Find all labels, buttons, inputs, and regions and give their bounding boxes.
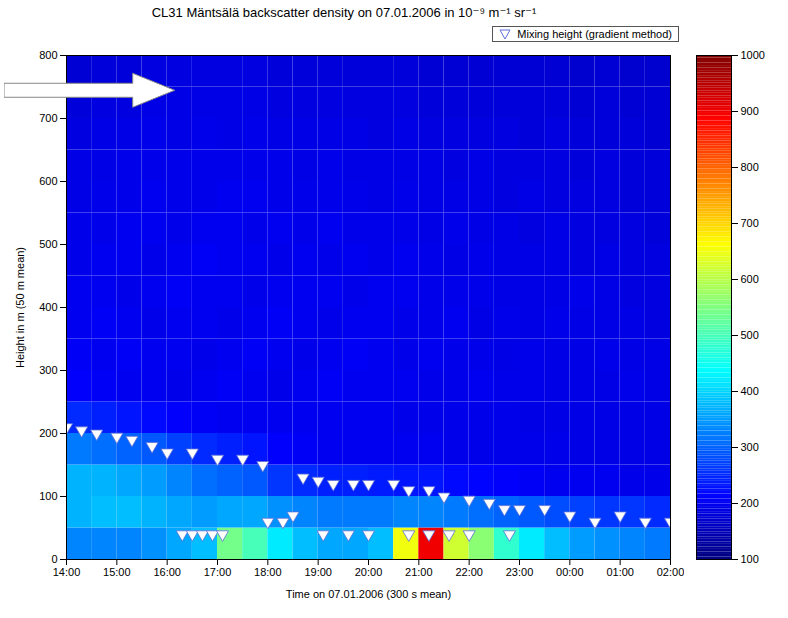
svg-text:300: 300	[741, 441, 759, 453]
svg-text:200: 200	[39, 427, 57, 439]
svg-text:22:00: 22:00	[455, 566, 483, 578]
svg-text:14:00: 14:00	[53, 566, 81, 578]
svg-text:21:00: 21:00	[405, 566, 433, 578]
svg-text:600: 600	[741, 273, 759, 285]
svg-text:600: 600	[39, 175, 57, 187]
svg-text:800: 800	[39, 49, 57, 61]
svg-text:900: 900	[741, 105, 759, 117]
svg-text:Time on 07.01.2006 (300 s mean: Time on 07.01.2006 (300 s mean)	[286, 588, 451, 600]
html-text:CL31 Mäntsälä backscatter dens: CL31 Mäntsälä backscatter density on 07.…	[151, 5, 537, 20]
svg-text:16:00: 16:00	[153, 566, 181, 578]
svg-text:200: 200	[741, 497, 759, 509]
svg-text:500: 500	[39, 238, 57, 250]
svg-text:19:00: 19:00	[304, 566, 332, 578]
svg-text:20:00: 20:00	[355, 566, 383, 578]
svg-text:400: 400	[741, 385, 759, 397]
svg-text:400: 400	[39, 301, 57, 313]
svg-text:01:00: 01:00	[606, 566, 634, 578]
svg-text:17:00: 17:00	[204, 566, 232, 578]
svg-text:100: 100	[741, 553, 759, 565]
svg-text:18:00: 18:00	[254, 566, 282, 578]
svg-text:700: 700	[741, 217, 759, 229]
svg-text:0: 0	[51, 553, 57, 565]
svg-text:15:00: 15:00	[103, 566, 131, 578]
html-text:Mixing height (gradient method: Mixing height (gradient method)	[517, 28, 672, 40]
svg-text:700: 700	[39, 112, 57, 124]
svg-text:23:00: 23:00	[506, 566, 534, 578]
svg-text:500: 500	[741, 329, 759, 341]
svg-text:300: 300	[39, 364, 57, 376]
svg-text:Height in m (50 m mean): Height in m (50 m mean)	[14, 247, 26, 368]
svg-text:100: 100	[39, 490, 57, 502]
svg-text:00:00: 00:00	[556, 566, 584, 578]
svg-text:800: 800	[741, 161, 759, 173]
svg-text:1000: 1000	[741, 49, 765, 61]
svg-text:02:00: 02:00	[657, 566, 684, 578]
